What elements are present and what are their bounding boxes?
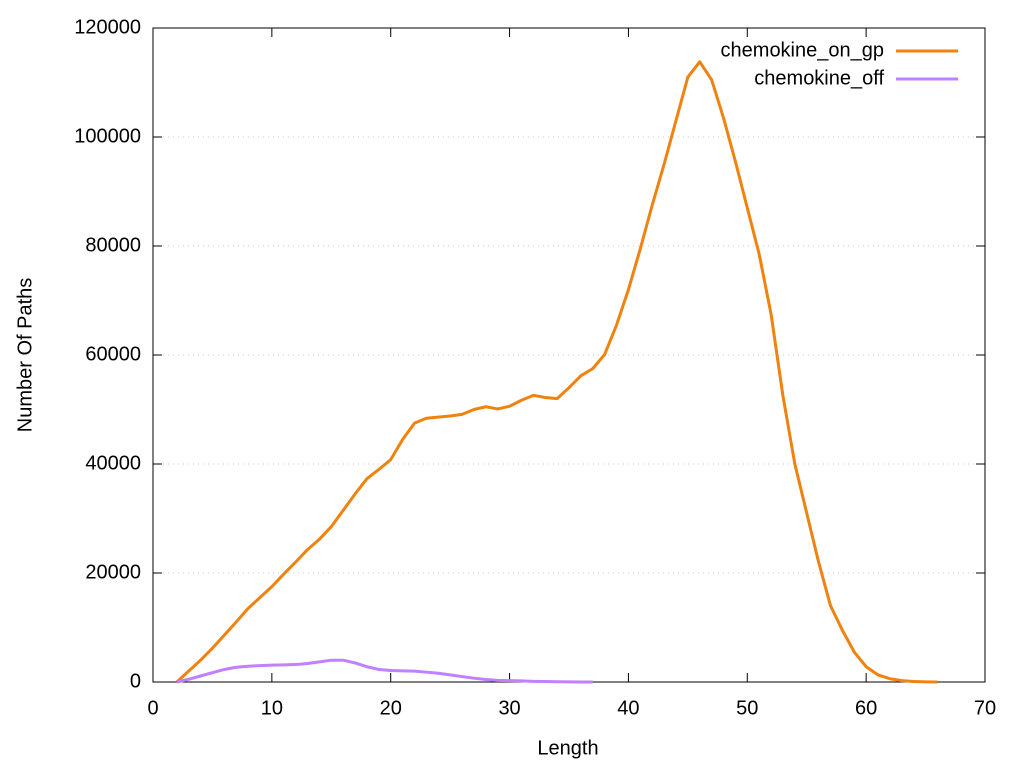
x-tick-label: 50 bbox=[736, 697, 758, 719]
y-tick-label: 40000 bbox=[85, 452, 141, 474]
x-tick-label: 70 bbox=[974, 697, 996, 719]
y-tick-label: 120000 bbox=[74, 16, 141, 38]
data-line bbox=[175, 60, 938, 684]
x-axis-label: Length bbox=[537, 737, 598, 759]
x-tick-label: 10 bbox=[261, 697, 283, 719]
x-tick-label: 30 bbox=[498, 697, 520, 719]
x-tick-label: 60 bbox=[855, 697, 877, 719]
x-tick-label: 20 bbox=[380, 697, 402, 719]
legend-label: chemokine_on_gp bbox=[721, 39, 884, 61]
legend-label: chemokine_off bbox=[754, 67, 884, 89]
x-tick-label: 0 bbox=[147, 697, 158, 719]
y-tick-label: 60000 bbox=[85, 343, 141, 365]
x-tick-label: 40 bbox=[617, 697, 639, 719]
y-tick-label: 0 bbox=[130, 670, 141, 692]
y-tick-label: 100000 bbox=[74, 125, 141, 147]
y-tick-label: 20000 bbox=[85, 561, 141, 583]
y-tick-label: 80000 bbox=[85, 234, 141, 256]
data-line bbox=[176, 658, 593, 684]
y-axis-label: Number Of Paths bbox=[14, 278, 36, 433]
